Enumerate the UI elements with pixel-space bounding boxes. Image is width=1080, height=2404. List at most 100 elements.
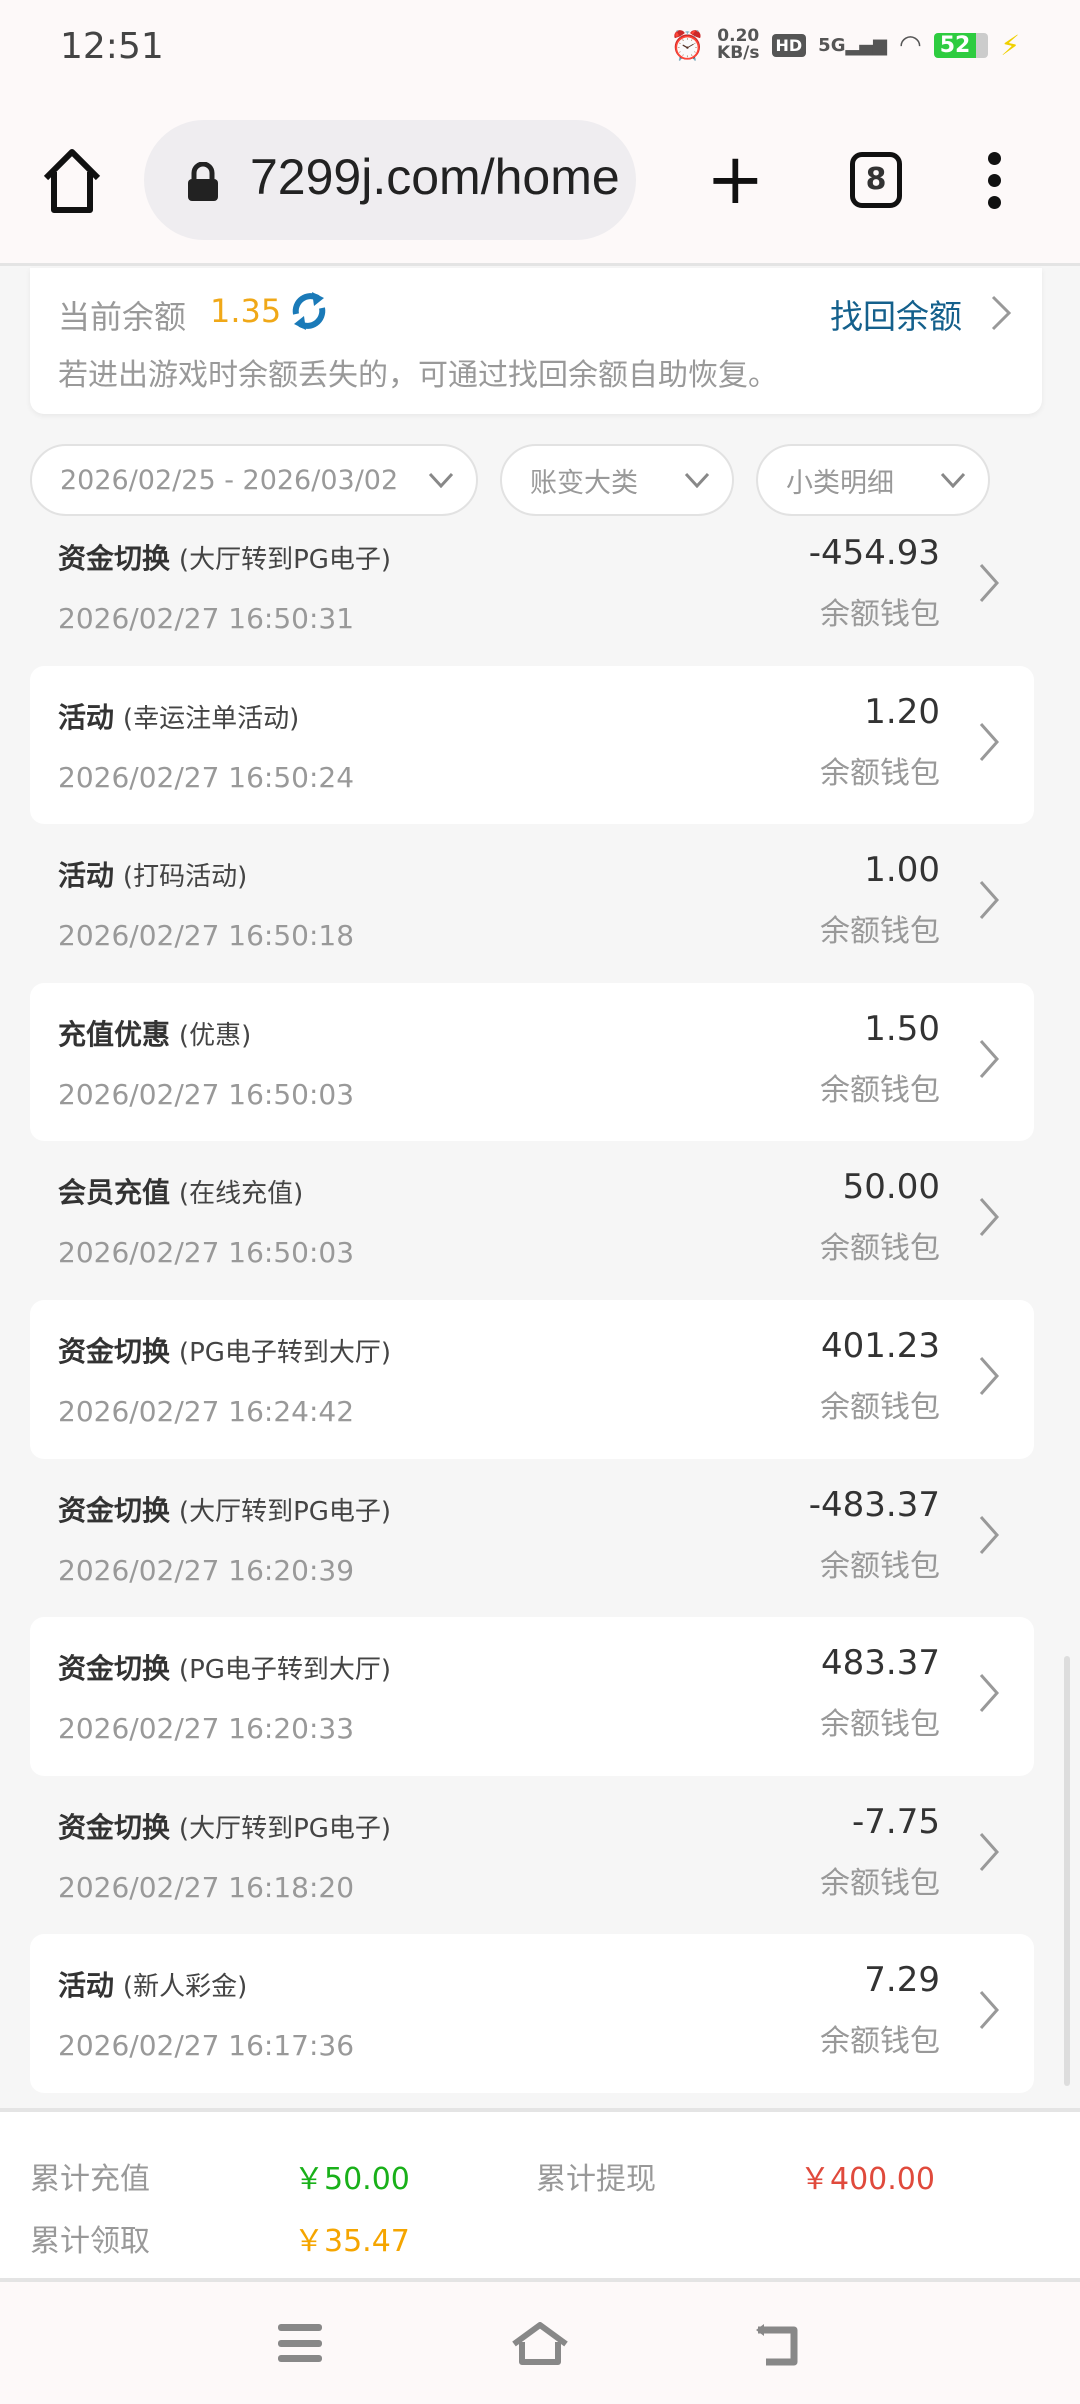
- claimed-total: ￥35.47: [294, 2224, 410, 2259]
- menu-icon[interactable]: [276, 2322, 324, 2364]
- transaction-detail: (优惠): [178, 1020, 252, 1051]
- transaction-row[interactable]: 活动 (打码活动) 2026/02/27 16:50:18 1.00 余额钱包: [30, 824, 1034, 983]
- chevron-right-icon: [979, 722, 1000, 761]
- signal-icon: 5G▂▄▆: [818, 34, 888, 56]
- transaction-amount: 7.29: [864, 1960, 940, 2001]
- transaction-type: 活动: [58, 700, 115, 734]
- url-bar[interactable]: 7299j.com/home: [144, 120, 636, 240]
- chevron-down-icon: [940, 472, 966, 488]
- transaction-detail: (大厅转到PG电子): [178, 545, 392, 575]
- transaction-type: 资金切换: [58, 542, 171, 575]
- transaction-row[interactable]: 活动 (新人彩金) 2026/02/27 16:17:36 7.29 余额钱包: [30, 1934, 1034, 2093]
- transaction-time: 2026/02/27 16:50:24: [58, 760, 355, 794]
- filter-bar: 2026/02/25 - 2026/03/02 账变大类 小类明细: [30, 444, 990, 516]
- transaction-wallet: 余额钱包: [820, 1389, 940, 1425]
- subcategory-value: 小类明细: [786, 467, 894, 499]
- transaction-type: 资金切换: [58, 1652, 171, 1686]
- transaction-wallet: 余额钱包: [820, 1548, 940, 1584]
- transaction-amount: -7.75: [852, 1801, 940, 1842]
- transaction-amount: 1.50: [864, 1008, 940, 1049]
- chevron-right-icon: [979, 1832, 1000, 1871]
- transaction-type: 活动: [58, 859, 115, 893]
- deposit-total: ￥50.00: [294, 2162, 410, 2197]
- transaction-row[interactable]: 资金切换 (大厅转到PG电子) 2026/02/27 16:50:31 -454…: [30, 532, 1034, 666]
- transaction-type: 充值优惠: [58, 1017, 171, 1051]
- transaction-wallet: 余额钱包: [820, 1707, 940, 1743]
- back-icon[interactable]: [754, 2322, 802, 2366]
- transaction-detail: (幸运注单活动): [122, 703, 300, 734]
- balance-label: 当前余额: [58, 298, 187, 336]
- withdraw-total: ￥400.00: [800, 2162, 935, 2197]
- chevron-right-icon: [979, 564, 1000, 602]
- transaction-time: 2026/02/27 16:18:20: [58, 1870, 355, 1904]
- claimed-label: 累计领取: [30, 2224, 150, 2259]
- chevron-right-icon: [979, 881, 1000, 920]
- chevron-right-icon: [979, 1674, 1000, 1713]
- chevron-right-icon[interactable]: [990, 294, 1012, 332]
- status-bar: 12:51 ⏰ 0.20 KB/s HD 5G▂▄▆ ◠ 52 ⚡: [0, 0, 1080, 90]
- transaction-row[interactable]: 充值优惠 (优惠) 2026/02/27 16:50:03 1.50 余额钱包: [30, 982, 1034, 1142]
- date-range-filter[interactable]: 2026/02/25 - 2026/03/02: [30, 444, 478, 516]
- transaction-wallet: 余额钱包: [820, 755, 940, 791]
- balance-card: 当前余额 1.35 找回余额 若进出游戏时余额丢失的，可通过找回余额自助恢复。: [30, 268, 1042, 414]
- browser-toolbar: 7299j.com/home + 8: [0, 90, 1080, 266]
- transaction-time: 2026/02/27 16:24:42: [58, 1394, 355, 1428]
- transaction-amount: -454.93: [808, 533, 940, 573]
- transaction-detail: (新人彩金): [122, 1972, 248, 2003]
- transaction-wallet: 余额钱包: [820, 914, 940, 950]
- transaction-type: 资金切换: [58, 1334, 171, 1368]
- charging-icon: ⚡: [1000, 28, 1020, 62]
- transaction-row[interactable]: 活动 (幸运注单活动) 2026/02/27 16:50:24 1.20 余额钱…: [30, 665, 1034, 825]
- transaction-title: 资金切换 (PG电子转到大厅): [58, 1647, 391, 1687]
- chevron-down-icon: [684, 472, 710, 488]
- transaction-title: 活动 (打码活动): [58, 854, 247, 894]
- chevron-down-icon: [428, 472, 454, 488]
- hd-icon: HD: [771, 33, 807, 57]
- scrollbar[interactable]: [1064, 1656, 1070, 2086]
- transaction-detail: (大厅转到PG电子): [178, 1496, 392, 1527]
- refresh-icon[interactable]: [288, 290, 330, 332]
- net-speed: 0.20 KB/s: [717, 28, 759, 62]
- transaction-time: 2026/02/27 16:50:18: [58, 919, 355, 953]
- transaction-row[interactable]: 资金切换 (PG电子转到大厅) 2026/02/27 16:24:42 401.…: [30, 1299, 1034, 1459]
- chevron-right-icon: [979, 1991, 1000, 2030]
- transaction-amount: 483.37: [821, 1643, 940, 1684]
- category-filter[interactable]: 账变大类: [500, 444, 734, 516]
- transaction-time: 2026/02/27 16:20:33: [58, 1712, 355, 1746]
- transaction-title: 活动 (幸运注单活动): [58, 696, 299, 736]
- transaction-detail: (PG电子转到大厅): [178, 1655, 392, 1686]
- transaction-amount: 1.20: [864, 691, 940, 732]
- transaction-title: 活动 (新人彩金): [58, 1964, 247, 2004]
- transaction-row[interactable]: 资金切换 (大厅转到PG电子) 2026/02/27 16:18:20 -7.7…: [30, 1776, 1034, 1935]
- transaction-wallet: 余额钱包: [820, 2024, 940, 2060]
- lock-icon: [188, 162, 218, 201]
- net-speed-unit: KB/s: [717, 43, 760, 63]
- wifi-icon: ◠: [899, 30, 922, 60]
- new-tab-button[interactable]: +: [706, 138, 765, 220]
- transaction-type: 资金切换: [58, 1493, 171, 1527]
- transaction-title: 会员充值 (在线充值): [58, 1171, 303, 1211]
- transaction-row[interactable]: 会员充值 (在线充值) 2026/02/27 16:50:03 50.00 余额…: [30, 1141, 1034, 1300]
- more-menu-icon[interactable]: [988, 152, 1002, 218]
- chevron-right-icon: [979, 1515, 1000, 1554]
- balance-tip: 若进出游戏时余额丢失的，可通过找回余额自助恢复。: [58, 358, 778, 393]
- transaction-amount: 401.23: [821, 1325, 940, 1366]
- transaction-row[interactable]: 资金切换 (大厅转到PG电子) 2026/02/27 16:20:39 -483…: [30, 1459, 1034, 1618]
- signal-label: 5G: [818, 34, 846, 56]
- clock: 12:51: [60, 26, 164, 67]
- home-icon[interactable]: [40, 148, 104, 216]
- tab-switcher-button[interactable]: 8: [850, 152, 902, 208]
- transaction-list: 资金切换 (大厅转到PG电子) 2026/02/27 16:50:31 -454…: [0, 532, 1064, 2108]
- alarm-icon: ⏰: [670, 28, 706, 62]
- balance-amount: 1.35: [210, 292, 282, 330]
- transaction-title: 资金切换 (大厅转到PG电子): [58, 1806, 391, 1846]
- recover-balance-link[interactable]: 找回余额: [830, 297, 962, 336]
- home-nav-icon[interactable]: [510, 2322, 570, 2366]
- subcategory-filter[interactable]: 小类明细: [756, 444, 990, 516]
- chevron-right-icon: [979, 1039, 1000, 1078]
- transaction-type: 资金切换: [58, 1810, 171, 1844]
- transaction-wallet: 余额钱包: [820, 597, 940, 632]
- transaction-row[interactable]: 资金切换 (PG电子转到大厅) 2026/02/27 16:20:33 483.…: [30, 1617, 1034, 1776]
- transaction-type: 活动: [58, 1969, 115, 2003]
- url-text: 7299j.com/home: [250, 149, 620, 205]
